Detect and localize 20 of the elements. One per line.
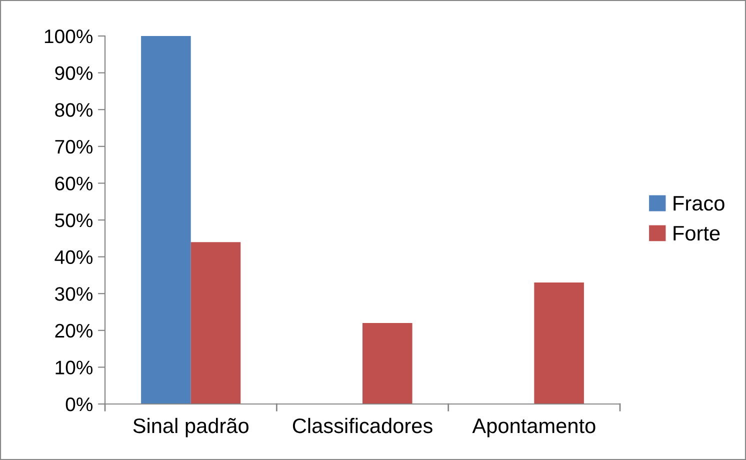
y-tick-label: 90% xyxy=(55,66,93,80)
bar xyxy=(141,36,191,404)
y-tick-label: 40% xyxy=(54,250,93,264)
bar xyxy=(534,282,584,404)
y-tick-label: 10% xyxy=(56,360,93,374)
x-tick-label: Apontamento xyxy=(472,418,596,438)
x-tick-label: Classificadores xyxy=(292,418,432,434)
bar xyxy=(362,323,412,404)
y-tick-label: 20% xyxy=(55,324,93,338)
y-tick-label: 30% xyxy=(55,287,93,301)
y-tick-label: 100% xyxy=(44,29,93,44)
y-tick-label: 0% xyxy=(66,397,93,412)
y-tick-label: 80% xyxy=(55,103,93,117)
y-tick-label: 70% xyxy=(55,140,93,154)
bar xyxy=(190,242,241,404)
legend-label: Fraco xyxy=(674,196,724,211)
y-tick-label: 60% xyxy=(55,176,93,190)
legend-label: Forte xyxy=(674,226,720,241)
x-tick-label: Sinal padrão xyxy=(133,418,248,438)
y-tick-label: 50% xyxy=(55,213,93,228)
